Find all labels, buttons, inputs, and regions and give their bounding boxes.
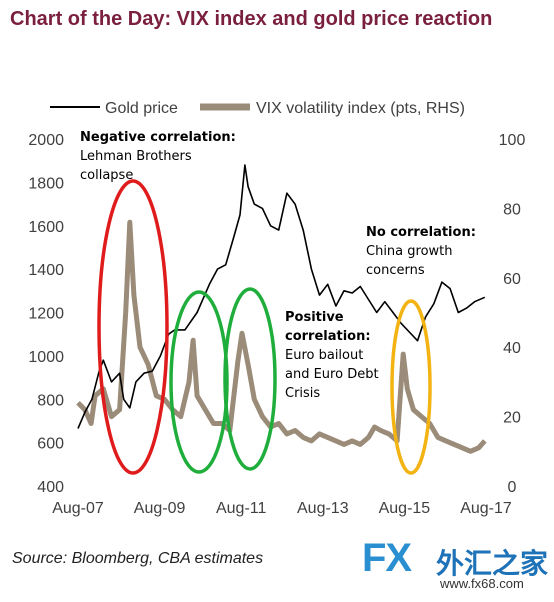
left-tick-label: 1400 bbox=[28, 262, 64, 279]
legend: Gold price VIX volatility index (pts, RH… bbox=[50, 100, 465, 117]
left-tick-label: 600 bbox=[37, 436, 64, 453]
source-note: Source: Bloomberg, CBA estimates bbox=[12, 550, 264, 567]
annotation-line: China growth bbox=[366, 244, 453, 259]
watermark-brand: FX bbox=[362, 536, 412, 580]
china-ellipse bbox=[390, 299, 432, 475]
annotation-line: Positive bbox=[285, 310, 344, 325]
left-tick-label: 800 bbox=[37, 392, 64, 409]
legend-gold-label: Gold price bbox=[105, 100, 178, 117]
annotation-line: correlation: bbox=[285, 329, 371, 344]
left-tick-label: 1600 bbox=[28, 219, 64, 236]
annotation-line: collapse bbox=[80, 168, 133, 183]
euro-bailout-ellipse-2 bbox=[223, 287, 277, 471]
left-tick-label: 1800 bbox=[28, 175, 64, 192]
left-tick-label: 1200 bbox=[28, 306, 64, 323]
chart-svg: Gold price VIX volatility index (pts, RH… bbox=[28, 100, 526, 517]
annotation-line: and Euro Debt bbox=[285, 367, 379, 382]
right-tick-label: 60 bbox=[503, 271, 521, 288]
left-tick-label: 400 bbox=[37, 479, 64, 496]
left-tick-label: 2000 bbox=[28, 132, 64, 149]
right-tick-label: 40 bbox=[503, 340, 521, 357]
x-tick-label: Aug-11 bbox=[216, 500, 267, 517]
watermark-name: 外汇之家 bbox=[436, 548, 549, 579]
right-tick-label: 100 bbox=[499, 132, 526, 149]
watermark-logo: FX 外汇之家 www.fx68.com bbox=[362, 534, 548, 596]
gold-series-line bbox=[77, 164, 486, 429]
x-tick-label: Aug-17 bbox=[460, 500, 512, 517]
euro-bailout-ellipse-1 bbox=[169, 290, 229, 474]
right-axis: 0 20 40 60 80 100 bbox=[499, 132, 526, 496]
annotation-line: Euro bailout bbox=[285, 348, 363, 363]
right-tick-label: 20 bbox=[503, 410, 521, 427]
left-tick-label: 1000 bbox=[28, 349, 64, 366]
x-tick-label: Aug-07 bbox=[52, 500, 104, 517]
x-tick-label: Aug-15 bbox=[379, 500, 431, 517]
annotation-line: Lehman Brothers bbox=[80, 149, 192, 164]
right-tick-label: 80 bbox=[503, 201, 521, 218]
x-tick-label: Aug-13 bbox=[297, 500, 349, 517]
left-axis: 400 600 800 1000 1200 1400 1600 1800 2000 bbox=[28, 132, 64, 496]
watermark-url: www.fx68.com bbox=[440, 576, 524, 591]
x-tick-label: Aug-09 bbox=[134, 500, 186, 517]
legend-vix-label: VIX volatility index (pts, RHS) bbox=[256, 100, 465, 117]
chart-title: Chart of the Day: VIX index and gold pri… bbox=[10, 8, 493, 30]
right-tick-label: 0 bbox=[508, 479, 517, 496]
lehman-ellipse bbox=[97, 179, 169, 475]
annotation-line: Crisis bbox=[285, 386, 320, 401]
x-axis: Aug-07 Aug-09 Aug-11 Aug-13 Aug-15 Aug-17 bbox=[52, 500, 512, 517]
annotation-line: Negative correlation: bbox=[80, 130, 236, 145]
annotation-line: concerns bbox=[366, 263, 425, 278]
annotation-line: No correlation: bbox=[366, 225, 476, 240]
annotations: Negative correlation: Lehman Brothers coll… bbox=[80, 130, 476, 401]
